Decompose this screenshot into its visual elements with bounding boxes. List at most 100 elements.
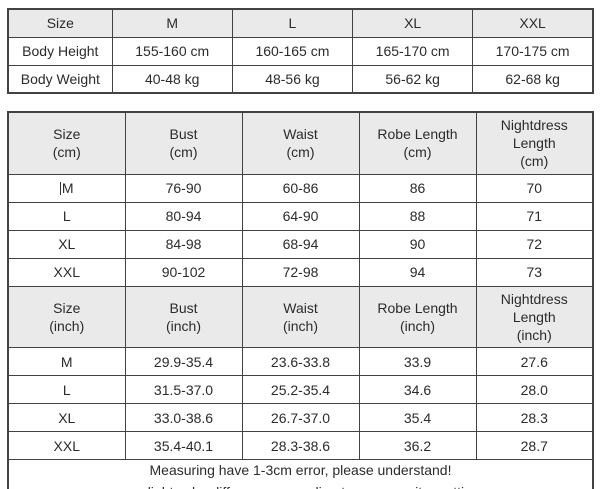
header-label: Robe Length: [377, 126, 458, 143]
value-cell: 70: [475, 173, 594, 203]
table-row: M 29.9-35.4 23.6-33.8 33.9 27.6: [7, 347, 594, 377]
value-cell: 48-56 kg: [231, 64, 354, 94]
value-cell: 60-86: [241, 173, 360, 203]
value-cell: 68-94: [241, 229, 360, 259]
value-cell: 28.7: [475, 431, 594, 461]
size-cell: XXL: [7, 257, 126, 287]
table-row: L 31.5-37.0 25.2-35.4 34.6 28.0: [7, 375, 594, 405]
size-cell: M: [7, 347, 126, 377]
header-cell-size-inch: Size (inch): [7, 285, 126, 349]
header-unit: (cm): [286, 144, 315, 161]
header-label: Nightdress Length: [500, 117, 568, 152]
header-cell-xxl: XXL: [472, 8, 594, 38]
note-row: Measuring have 1-3cm error, please under…: [7, 459, 594, 489]
value-cell: 35.4: [358, 403, 477, 433]
header-label: Size: [53, 126, 81, 143]
table-row: M 76-90 60-86 86 70: [7, 173, 594, 203]
value-cell: 35.4-40.1: [124, 431, 243, 461]
value-cell: 90: [358, 229, 477, 259]
header-label: Robe Length: [377, 299, 458, 316]
measurement-table: Size (cm) Bust (cm) Waist (cm) Robe Leng…: [7, 111, 594, 489]
header-cell-robe-length-inch: Robe Length (inch): [358, 285, 477, 349]
header-unit: (cm): [52, 144, 81, 161]
body-size-table: Size M L XL XXL Body Height 155-160 cm 1…: [7, 8, 594, 94]
header-label: Size: [53, 299, 81, 316]
measuring-note: Measuring have 1-3cm error, please under…: [7, 459, 594, 489]
value-cell: 170-175 cm: [472, 36, 594, 66]
size-cell: L: [7, 375, 126, 405]
value-cell: 29.9-35.4: [124, 347, 243, 377]
table-row: L 80-94 64-90 88 71: [7, 201, 594, 231]
header-unit: (inch): [282, 317, 318, 334]
value-cell: 28.0: [475, 375, 594, 405]
header-cell-robe-length-cm: Robe Length (cm): [358, 111, 477, 175]
header-label: Waist: [283, 299, 318, 316]
header-cell-bust-cm: Bust (cm): [124, 111, 243, 175]
table-row: Body Height 155-160 cm 160-165 cm 165-17…: [7, 36, 594, 66]
row-label: Body Height: [7, 36, 113, 66]
value-cell: 33.9: [358, 347, 477, 377]
size-cell: L: [7, 201, 126, 231]
value-cell: 27.6: [475, 347, 594, 377]
value-cell: 56-62 kg: [352, 64, 474, 94]
header-label: Waist: [283, 126, 318, 143]
text-cursor-artifact: [59, 182, 61, 196]
value-cell: 72-98: [241, 257, 360, 287]
header-cell-size-cm: Size (cm): [7, 111, 126, 175]
header-unit: (inch): [165, 317, 201, 334]
header-unit: (cm): [169, 144, 198, 161]
header-cell-bust-inch: Bust (inch): [124, 285, 243, 349]
header-cell-nightdress-length-cm: Nightdress Length (cm): [475, 111, 594, 175]
header-label: Nightdress Length: [500, 290, 568, 325]
header-unit: (cm): [520, 153, 549, 170]
value-cell: 155-160 cm: [111, 36, 233, 66]
value-cell: 33.0-38.6: [124, 403, 243, 433]
value-cell: 62-68 kg: [472, 64, 594, 94]
header-unit: (inch): [399, 317, 435, 334]
note-line-2: may slight color difference according to…: [11, 482, 590, 489]
table-row: XL 33.0-38.6 26.7-37.0 35.4 28.3: [7, 403, 594, 433]
value-cell: 28.3-38.6: [241, 431, 360, 461]
header-cell-size: Size: [7, 8, 113, 38]
size-cell: XL: [7, 229, 126, 259]
value-cell: 76-90: [124, 173, 243, 203]
header-cell-nightdress-length-inch: Nightdress Length (inch): [475, 285, 594, 349]
value-cell: 26.7-37.0: [241, 403, 360, 433]
value-cell: 165-170 cm: [352, 36, 474, 66]
size-cell: XL: [7, 403, 126, 433]
table-row: XXL 90-102 72-98 94 73: [7, 257, 594, 287]
value-cell: 80-94: [124, 201, 243, 231]
value-cell: 36.2: [358, 431, 477, 461]
table-row: Body Weight 40-48 kg 48-56 kg 56-62 kg 6…: [7, 64, 594, 94]
value-cell: 71: [475, 201, 594, 231]
table-row: XL 84-98 68-94 90 72: [7, 229, 594, 259]
row-label: Body Weight: [7, 64, 113, 94]
header-label: Bust: [169, 299, 198, 316]
value-cell: 160-165 cm: [231, 36, 354, 66]
value-cell: 23.6-33.8: [241, 347, 360, 377]
size-chart-page: Size M L XL XXL Body Height 155-160 cm 1…: [7, 8, 594, 489]
header-label: Bust: [169, 126, 198, 143]
value-cell: 31.5-37.0: [124, 375, 243, 405]
table-row: XXL 35.4-40.1 28.3-38.6 36.2 28.7: [7, 431, 594, 461]
note-line-1: Measuring have 1-3cm error, please under…: [149, 462, 452, 479]
size-cell: XXL: [7, 431, 126, 461]
value-cell: 40-48 kg: [111, 64, 233, 94]
header-cell-m: M: [111, 8, 233, 38]
header-cell-l: L: [231, 8, 354, 38]
header-unit: (inch): [49, 317, 85, 334]
value-cell: 72: [475, 229, 594, 259]
header-cell-waist-cm: Waist (cm): [241, 111, 360, 175]
cm-header-row: Size (cm) Bust (cm) Waist (cm) Robe Leng…: [7, 111, 594, 175]
value-cell: 25.2-35.4: [241, 375, 360, 405]
value-cell: 94: [358, 257, 477, 287]
header-cell-xl: XL: [352, 8, 474, 38]
value-cell: 88: [358, 201, 477, 231]
value-cell: 64-90: [241, 201, 360, 231]
value-cell: 84-98: [124, 229, 243, 259]
header-cell-waist-inch: Waist (inch): [241, 285, 360, 349]
header-unit: (inch): [516, 326, 552, 343]
size-cell: M: [7, 173, 126, 203]
value-cell: 86: [358, 173, 477, 203]
size-label: M: [61, 180, 74, 197]
